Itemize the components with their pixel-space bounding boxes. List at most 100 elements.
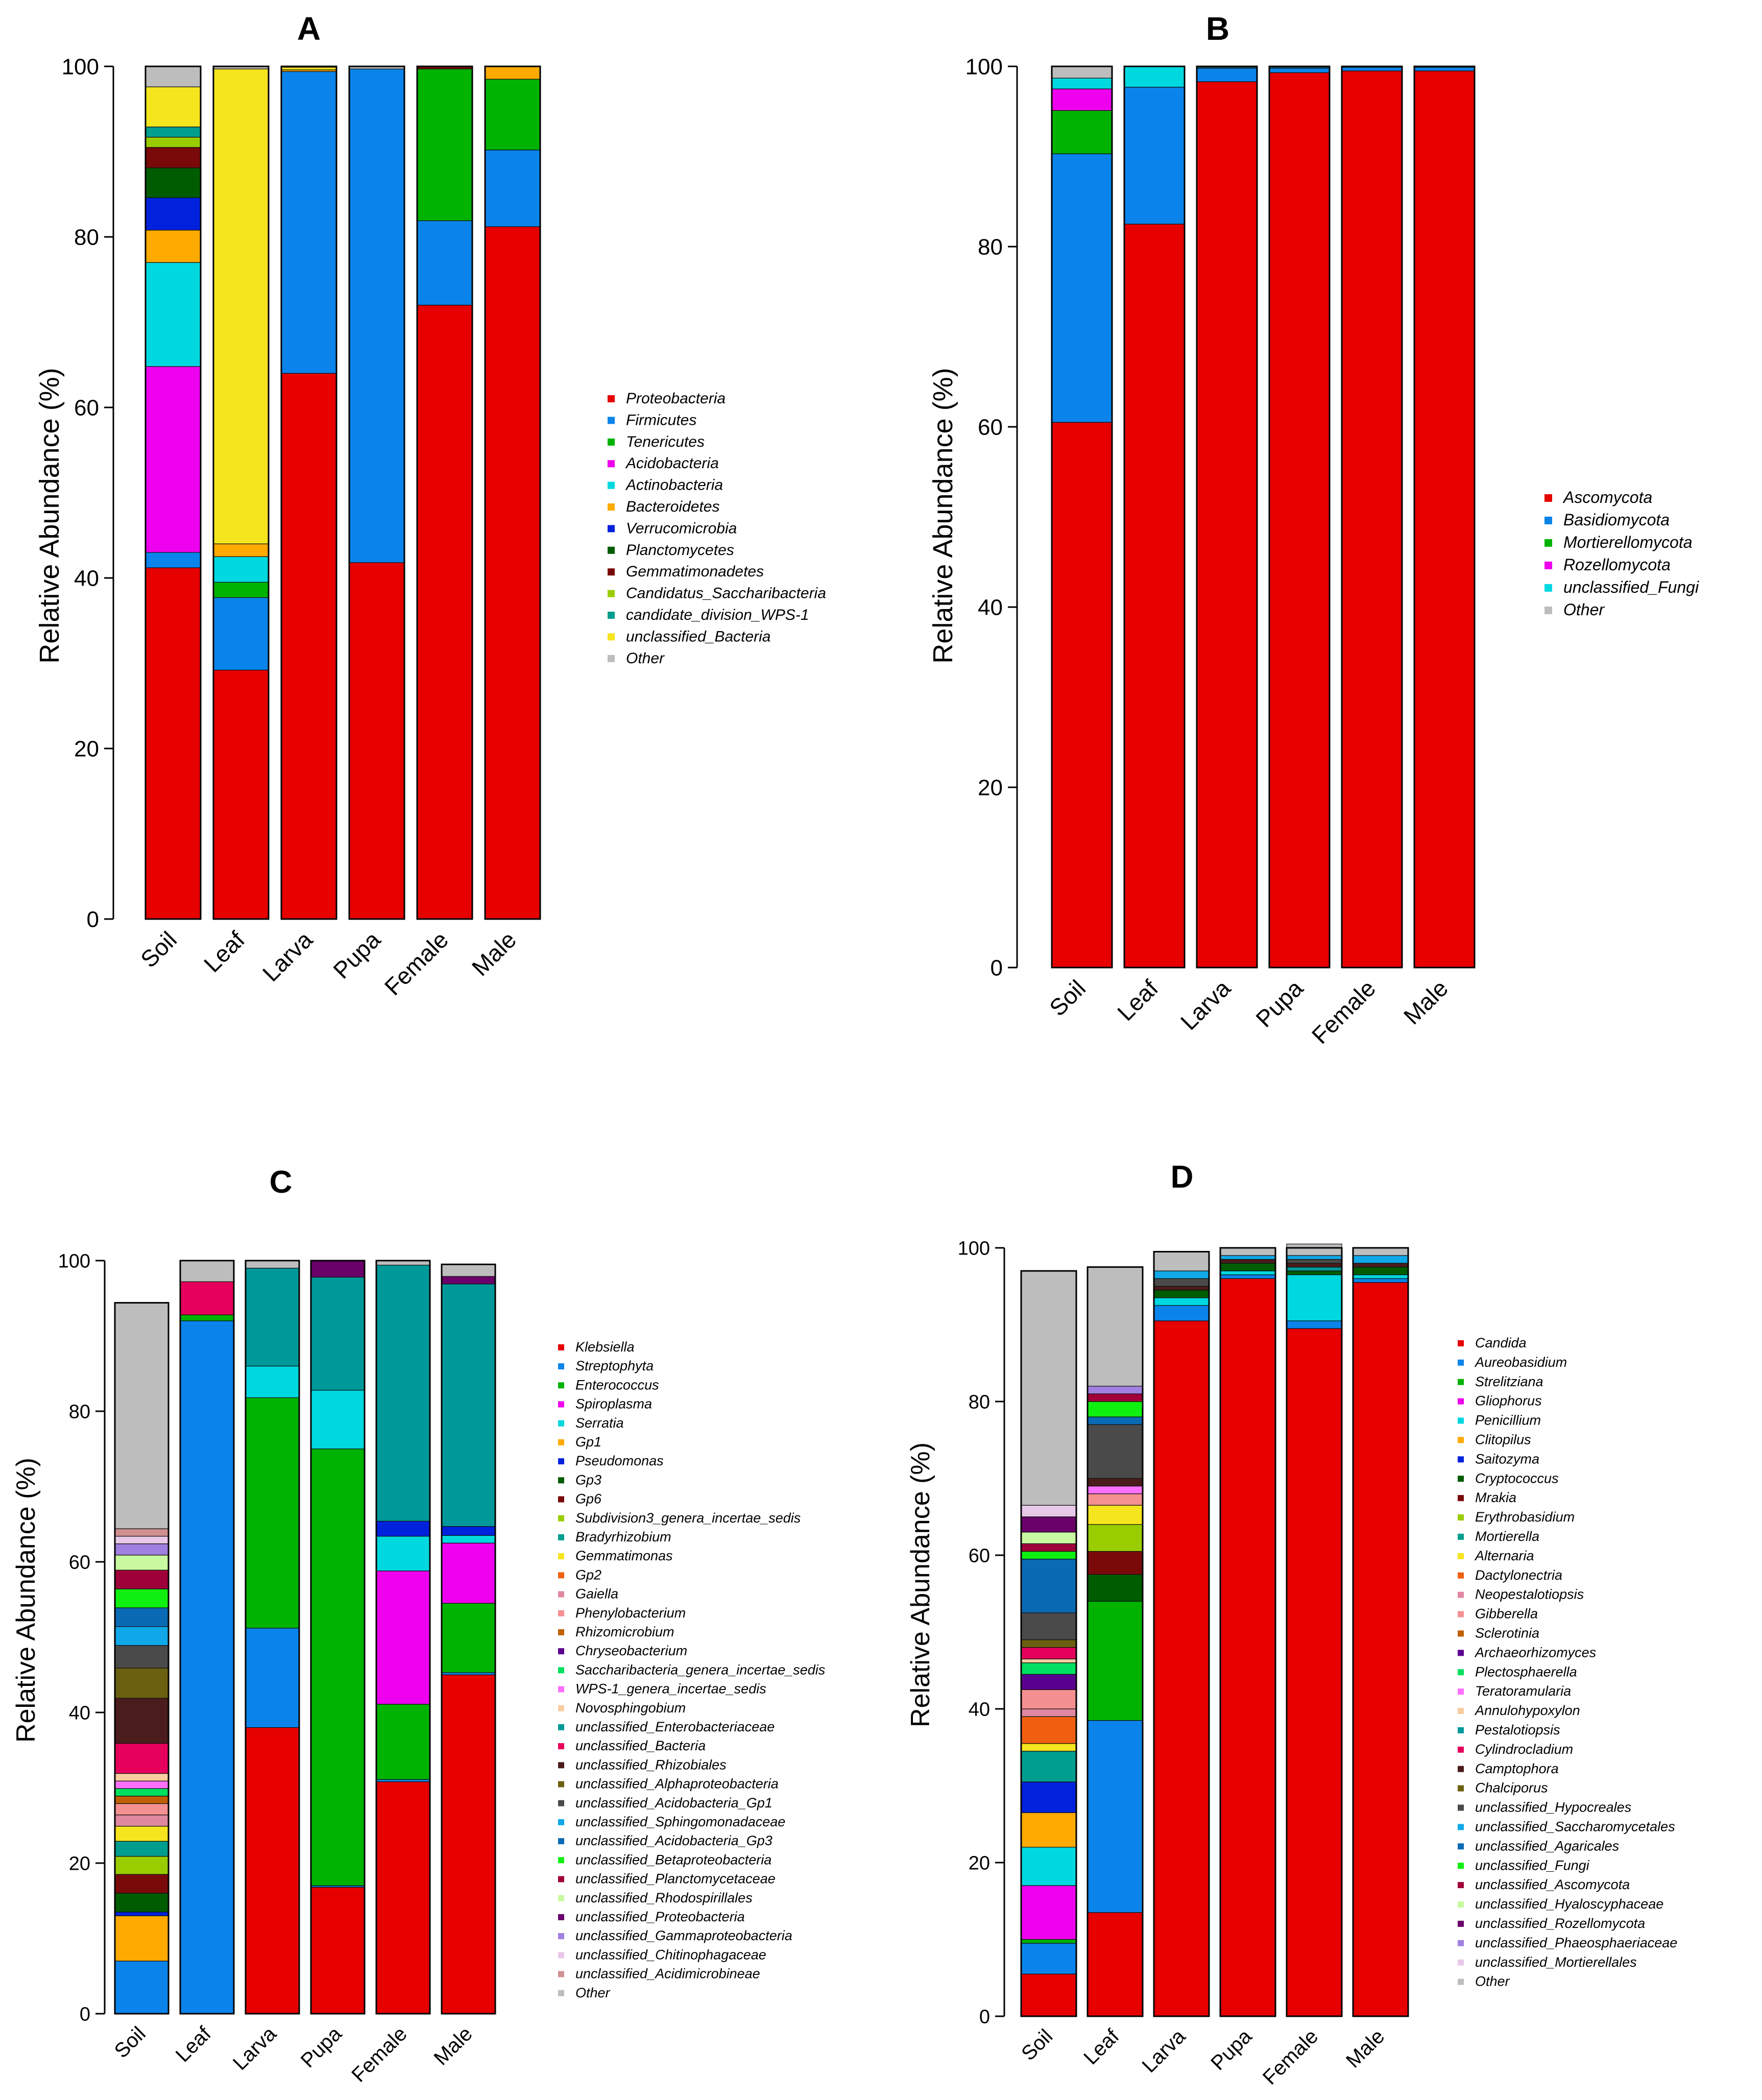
bar-segment-streptophyta <box>245 1628 300 1728</box>
bars <box>144 65 541 920</box>
legend-item: Proteobacteria <box>608 390 726 407</box>
legend-swatch <box>1458 1359 1464 1366</box>
bar-segment-mortierellomycota <box>1051 110 1113 154</box>
legend-item: Mrakia <box>1458 1490 1516 1505</box>
legend-item: Ascomycota <box>1544 488 1652 506</box>
y-axis-label: Relative Abundance (%) <box>906 1442 935 1727</box>
legend-item: Dactylonectria <box>1458 1567 1562 1583</box>
bar-segment-gemmatimonadetes <box>145 147 201 168</box>
bar-segment-candida <box>1286 1328 1342 2017</box>
chart-title: C <box>270 1165 293 1200</box>
legend-label: unclassified_Sphingomonadaceae <box>575 1814 785 1829</box>
legend-item: Strelitziana <box>1458 1374 1543 1389</box>
bar-segment-aureobasidium <box>1353 1278 1409 1283</box>
legend-swatch <box>558 1781 564 1788</box>
legend-swatch <box>1458 1708 1464 1714</box>
y-tick-label: 80 <box>978 234 1003 259</box>
bar-segment-enterococcus <box>245 1397 300 1629</box>
y-tick-label: 40 <box>69 1702 90 1724</box>
bar-segment-unclassified_ascomycota <box>1021 1543 1077 1552</box>
legend-label: Aureobasidium <box>1474 1355 1567 1370</box>
legend-swatch <box>558 1572 564 1579</box>
bar-outline <box>1020 1270 1077 2017</box>
x-tick-label: Leaf <box>1112 975 1163 1026</box>
bar-segment-unclassified_fungi <box>1021 1551 1077 1560</box>
bar-segment-proteobacteria <box>145 567 201 920</box>
bar-segment-proteobacteria <box>485 226 541 920</box>
bar-segment-penicillium <box>1286 1274 1342 1321</box>
legend-item: unclassified_Ascomycota <box>1458 1877 1630 1892</box>
bar-outline <box>1123 65 1186 969</box>
legend-label: unclassified_Mortierellales <box>1475 1954 1637 1970</box>
legend-item: Phenylobacterium <box>558 1605 686 1621</box>
y-axis-label: Relative Abundance (%) <box>34 368 65 663</box>
bar-soil <box>1051 65 1113 969</box>
bar-segment-unclassified_fungi <box>1051 78 1113 89</box>
bar-segment-unclassified_acidobacteria_gp1 <box>114 1645 169 1669</box>
legend-label: Bacteroidetes <box>626 498 719 515</box>
y-tick-label: 40 <box>74 566 99 591</box>
legend-label: Clitopilus <box>1475 1432 1531 1447</box>
bar-segment-actinobacteria <box>213 556 269 583</box>
bar-segment-mortierella <box>1021 1751 1077 1782</box>
legend-swatch <box>1458 1669 1464 1676</box>
legend-item: unclassified_Rozellomycota <box>1458 1916 1645 1931</box>
legend-label: unclassified_Fungi <box>1475 1857 1590 1873</box>
x-tick-label: Pupa <box>1206 2025 1257 2075</box>
legend-swatch <box>558 1990 564 1996</box>
bar-segment-other <box>1286 1243 1342 1256</box>
legend: Ascomycota Basidiomycota Mortierellomycota… <box>1544 488 1699 619</box>
y-tick-label: 80 <box>69 1401 90 1422</box>
legend-item: Saitozyma <box>1458 1451 1539 1466</box>
bar-segment-alternaria <box>1021 1743 1077 1752</box>
legend-swatch <box>1458 1591 1464 1598</box>
legend-label: Firmicutes <box>626 412 696 428</box>
legend-swatch <box>1544 494 1552 502</box>
legend-item: unclassified_Acidobacteria_Gp3 <box>558 1833 773 1848</box>
legend-swatch <box>1544 606 1552 614</box>
legend-item: unclassified_Saccharomycetales <box>1458 1819 1675 1835</box>
legend-label: Pseudomonas <box>575 1453 664 1468</box>
y-tick-label: 80 <box>74 225 99 250</box>
legend-item: unclassified_Agaricales <box>1458 1838 1619 1853</box>
bar-female <box>1341 65 1403 969</box>
legend-swatch <box>1544 561 1552 569</box>
bar-segment-streptophyta <box>114 1961 169 2014</box>
y-tick-label: 0 <box>991 955 1003 980</box>
y-tick-label: 60 <box>969 1545 990 1566</box>
chart-c: C Relative Abundance (%) 0 20 40 60 80 100 So… <box>11 1165 825 2087</box>
legend-label: Neopestalotiopsis <box>1475 1587 1584 1602</box>
legend-item: Saccharibacteria_genera_incertae_sedis <box>558 1662 825 1677</box>
legend-label: Rozellomycota <box>1563 556 1671 574</box>
legend-item: Other <box>608 650 665 667</box>
bar-outline <box>179 1260 235 2015</box>
legend-item: Serratia <box>558 1415 624 1431</box>
bar-segment-klebsiella <box>245 1727 300 2014</box>
x-tick-label: Pupa <box>1250 975 1308 1032</box>
bar-segment-gp3 <box>114 1893 169 1913</box>
y-tick-label: 60 <box>978 415 1003 440</box>
legend-swatch <box>1458 1514 1464 1520</box>
bar-segment-aureobasidium <box>1087 1720 1143 1913</box>
legend-item: Pestalotiopsis <box>1458 1722 1560 1737</box>
legend-item: Other <box>1458 1974 1510 1989</box>
legend-swatch <box>558 1382 564 1389</box>
legend-item: Gp6 <box>558 1491 602 1507</box>
bar-segment-basidiomycota <box>1124 86 1185 225</box>
bar-segment-basidiomycota <box>1414 67 1475 71</box>
legend-label: Other <box>575 1985 611 2000</box>
legend-label: unclassified_Phaeosphaeriaceae <box>1475 1935 1677 1950</box>
bar-segment-firmicutes <box>213 597 269 670</box>
legend-item: Gemmatimonas <box>558 1548 673 1563</box>
bar-segment-acidobacteria <box>145 366 201 553</box>
bar-segment-gibberella <box>1021 1689 1077 1709</box>
legend-item: unclassified_Acidimicrobineae <box>558 1966 760 1982</box>
x-tick-label: Female <box>379 926 453 1000</box>
legend-swatch <box>1458 1863 1464 1869</box>
legend-swatch <box>608 438 615 446</box>
legend-swatch <box>608 525 615 533</box>
bar-outline <box>245 1260 300 2015</box>
legend-label: Sclerotinia <box>1475 1626 1539 1641</box>
legend-label: Gp3 <box>575 1472 601 1487</box>
legend-swatch <box>1458 1804 1464 1811</box>
